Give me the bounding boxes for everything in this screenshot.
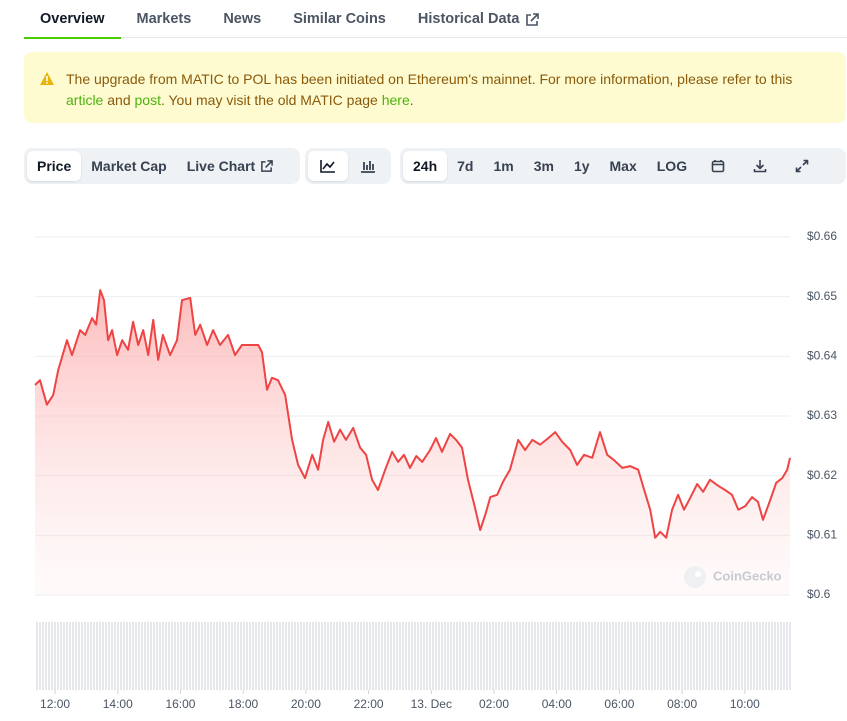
watermark-logo: [684, 566, 706, 588]
price-area: [35, 290, 790, 595]
tab[interactable]: Similar Coins: [293, 11, 386, 27]
watermark: CoinGecko: [713, 568, 782, 583]
button[interactable]: 1m: [493, 158, 514, 174]
x-tick-label: 06:00: [604, 697, 634, 711]
y-tick-label: $0.63: [807, 408, 837, 422]
y-tick-label: $0.65: [807, 289, 837, 303]
download-button[interactable]: [739, 151, 781, 181]
tab[interactable]: News: [223, 11, 262, 27]
x-tick-label: 12:00: [40, 697, 70, 711]
price-line: [34, 289, 791, 539]
button[interactable]: Max: [609, 158, 637, 174]
x-tick-label: 10:00: [730, 697, 760, 711]
tab[interactable]: Historical Data: [402, 0, 556, 37]
x-tick-label: 16:00: [165, 697, 195, 711]
y-tick-label: $0.64: [807, 349, 837, 363]
button[interactable]: 3m: [533, 158, 554, 174]
tab[interactable]: Markets: [136, 11, 192, 27]
expand-icon: [795, 159, 809, 173]
calendar-button[interactable]: [697, 151, 739, 181]
button[interactable]: Price: [27, 151, 82, 181]
range-group: 24h 7d 1m 3m 1y Max LOG: [400, 148, 846, 184]
tab[interactable]: Overview: [24, 0, 121, 39]
button[interactable]: 1y: [573, 158, 590, 174]
download-icon: [753, 160, 767, 173]
notice: The upgrade from MATIC to POL has been i…: [24, 52, 846, 123]
external-icon: [526, 13, 540, 26]
line-icon: [320, 160, 335, 173]
x-tick-label: 18:00: [228, 697, 258, 711]
button[interactable]: LOG: [656, 158, 688, 174]
notice-text: .: [409, 92, 414, 108]
notice-text: and: [103, 92, 135, 108]
external-icon: [261, 159, 274, 172]
tab-label: Historical Data: [417, 11, 520, 27]
bar-icon: [361, 161, 375, 173]
fullscreen-button[interactable]: [781, 151, 823, 181]
y-tick-label: $0.62: [807, 468, 837, 482]
x-tick-label: 14:00: [103, 697, 133, 711]
button[interactable]: Live Chart: [177, 151, 283, 181]
button[interactable]: 24h: [403, 151, 448, 181]
x-tick-label: 08:00: [667, 697, 697, 711]
metric-group: Price Market Cap Live Chart: [24, 148, 300, 184]
volume-bars: [35, 622, 792, 690]
chart-type-group: [305, 148, 391, 184]
x-tick-label: 02:00: [479, 697, 509, 711]
notice-text: . You may visit the old MATIC page: [160, 92, 382, 108]
calendar-icon: [711, 160, 725, 173]
button-label: Live Chart: [186, 158, 256, 174]
y-tick-label: $0.66: [807, 229, 837, 243]
warning-icon: [40, 72, 54, 85]
button[interactable]: 7d: [457, 158, 474, 174]
link[interactable]: post: [134, 92, 161, 108]
x-tick-label: 13. Dec: [411, 697, 452, 711]
link[interactable]: here: [381, 92, 410, 108]
tab-bar: Overview Markets News Similar Coins Hist…: [24, 0, 847, 39]
line-chart-button[interactable]: [308, 151, 348, 181]
y-tick-label: $0.61: [807, 528, 837, 542]
button[interactable]: Market Cap: [91, 158, 167, 174]
x-tick-label: 22:00: [354, 697, 384, 711]
x-tick-label: 04:00: [542, 697, 572, 711]
x-tick-label: 20:00: [291, 697, 321, 711]
y-tick-label: $0.6: [807, 587, 831, 601]
notice-text: The upgrade from MATIC to POL has been i…: [66, 71, 793, 87]
link[interactable]: article: [66, 92, 104, 108]
candle-chart-button[interactable]: [348, 151, 388, 181]
